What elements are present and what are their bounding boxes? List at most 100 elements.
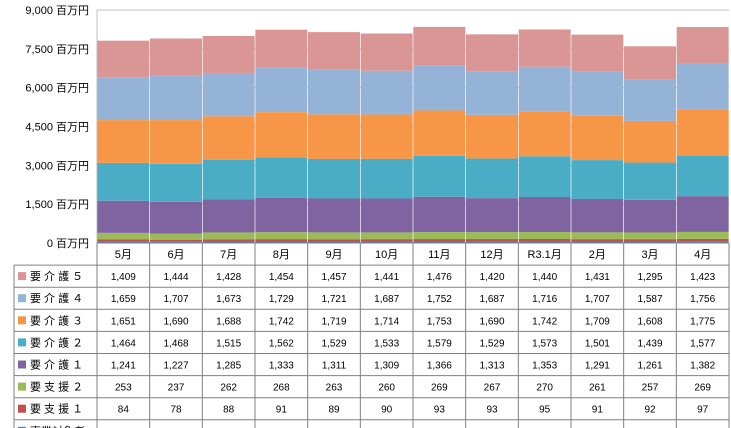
bar-segment (150, 241, 202, 243)
bar-segment (571, 239, 624, 242)
data-label: 1,587 (637, 294, 662, 305)
bar-segment (518, 196, 571, 233)
x-tick-label: 3月 (641, 249, 658, 261)
bar-segment (413, 232, 466, 240)
x-tick-label: 5月 (115, 249, 132, 261)
data-label: 268 (273, 383, 290, 394)
bar-segment (202, 239, 255, 242)
data-label: 59 (434, 427, 446, 428)
data-label: 1,690 (479, 316, 504, 327)
data-label: 270 (536, 383, 553, 394)
bar-segment (571, 71, 624, 116)
data-label: 1,659 (111, 294, 136, 305)
legend-label: 要 支 援 ２ (30, 380, 83, 394)
data-label: 1,573 (532, 338, 557, 349)
data-label: 62 (697, 427, 709, 428)
bar-segment (255, 112, 308, 158)
data-label: 54 (118, 427, 130, 428)
data-label: 1,707 (163, 294, 188, 305)
bar-segment (518, 156, 571, 197)
data-label: 1,742 (269, 316, 294, 327)
bar-segment (360, 158, 413, 199)
bar-segment (518, 29, 571, 67)
bar-segment (413, 241, 466, 243)
legend-label: 要 介 護 １ (30, 358, 83, 372)
bar-segment (202, 35, 255, 73)
data-label: 1,651 (111, 316, 136, 327)
bar-segment (571, 232, 624, 240)
data-label: 58 (223, 427, 235, 428)
bar-segment (624, 46, 676, 80)
bar-segment (518, 66, 571, 112)
bar-segment (202, 232, 255, 240)
bar-segment (676, 241, 729, 243)
gridlines (97, 9, 729, 244)
data-label: 59 (381, 427, 393, 428)
bar-segment (571, 198, 624, 233)
data-label: 1,579 (427, 338, 452, 349)
data-label: 1,431 (585, 272, 610, 283)
legend-key (18, 338, 26, 347)
bar-segment (466, 71, 518, 115)
data-label: 1,366 (427, 361, 452, 372)
data-label: 1,420 (479, 272, 504, 283)
bar-segment (360, 33, 413, 71)
bar-segment (202, 199, 255, 233)
x-tick-label: 11月 (428, 249, 450, 261)
bar-segment (624, 239, 676, 242)
legend-label: 要 介 護 ３ (30, 313, 83, 327)
bars (97, 26, 729, 243)
y-axis: 0 百万円 1,500 百万円 3,000 百万円 4,500 百万円 6,000 百万… (25, 5, 98, 250)
data-label: 1,716 (532, 294, 557, 305)
data-label: 1,707 (585, 294, 610, 305)
bar-segment (466, 198, 518, 233)
bar-segment (97, 162, 150, 201)
y-tick-label: 6,000 百万円 (25, 83, 89, 95)
data-label: 1,729 (269, 294, 294, 305)
legend-key (18, 294, 26, 303)
bar-segment (571, 115, 624, 161)
bar-segment (255, 241, 308, 243)
bar-segment (518, 232, 571, 240)
bar-segment (413, 239, 466, 242)
bar-segment (518, 241, 571, 243)
bar-segment (466, 239, 518, 242)
data-label: 91 (592, 405, 604, 416)
bar-segment (255, 67, 308, 113)
data-label: 1,227 (163, 361, 188, 372)
data-label: 91 (276, 405, 288, 416)
bar-segment (360, 232, 413, 240)
x-tick-label: 8月 (273, 249, 290, 261)
data-label: 1,577 (690, 338, 715, 349)
bar-segment (308, 158, 360, 199)
data-label: 1,775 (690, 316, 715, 327)
data-label: 59 (539, 427, 551, 428)
data-label: 97 (697, 405, 709, 416)
bar-segment (150, 239, 202, 242)
legend-key (18, 426, 26, 428)
bar-segment (255, 197, 308, 233)
x-tick-label: 6月 (167, 249, 184, 261)
data-label: 60 (486, 427, 498, 428)
data-label: 269 (694, 383, 711, 394)
data-label: 257 (642, 383, 659, 394)
data-label: 1,440 (532, 272, 557, 283)
x-tick-label: 2月 (589, 249, 606, 261)
data-label: 1,714 (374, 316, 399, 327)
x-tick-label: 7月 (220, 249, 237, 261)
data-label: 93 (434, 405, 446, 416)
legend-key (18, 382, 26, 391)
bar-segment (413, 155, 466, 197)
data-label: 1,709 (585, 316, 610, 327)
bar-segment (518, 111, 571, 157)
data-label: 1,721 (321, 294, 346, 305)
legend-label: 要 支 援 １ (30, 402, 83, 416)
bar-segment (413, 65, 466, 111)
data-label: 262 (220, 383, 237, 394)
bar-segment (676, 238, 729, 242)
data-label: 1,285 (216, 361, 241, 372)
bar-segment (571, 34, 624, 72)
legend-key (18, 360, 26, 369)
data-label: 1,423 (690, 272, 715, 283)
